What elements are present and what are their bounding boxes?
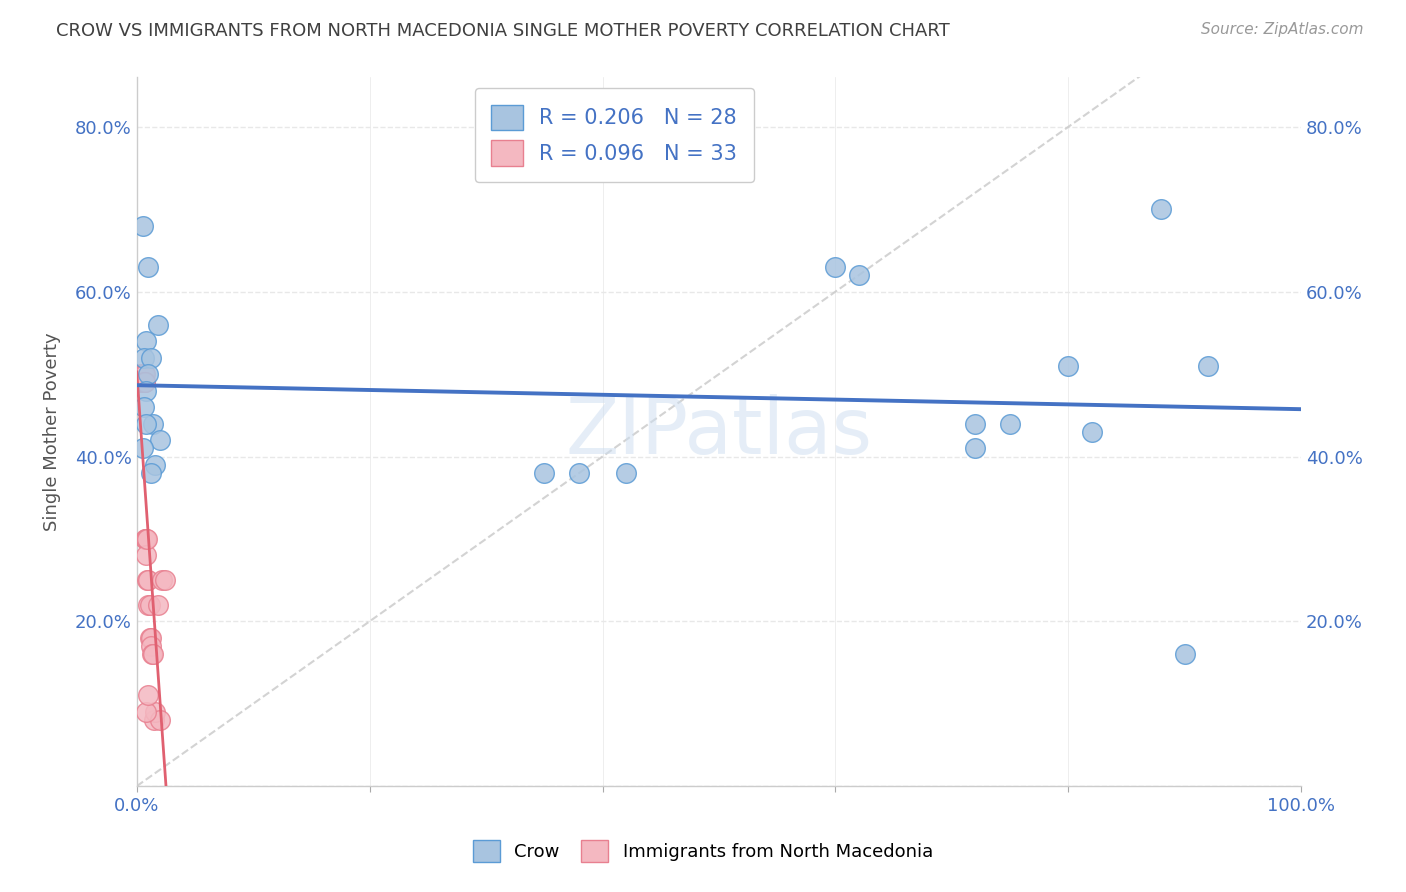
Point	[129, 367, 152, 381]
Point	[131, 376, 153, 390]
Point	[138, 573, 160, 587]
Point	[142, 648, 165, 662]
Point	[134, 376, 156, 390]
Point	[139, 466, 162, 480]
Point	[138, 598, 160, 612]
Point	[136, 532, 159, 546]
Point	[142, 417, 165, 431]
Point	[998, 417, 1021, 431]
Point	[965, 417, 987, 431]
Point	[143, 713, 166, 727]
Point	[135, 549, 157, 563]
Point	[1057, 359, 1080, 373]
Point	[139, 351, 162, 365]
Point	[135, 417, 157, 431]
Point	[134, 376, 156, 390]
Point	[132, 367, 155, 381]
Point	[145, 458, 167, 472]
Point	[131, 219, 153, 233]
Point	[138, 260, 160, 274]
Point	[132, 351, 155, 365]
Point	[1174, 648, 1197, 662]
Point	[141, 648, 163, 662]
Point	[614, 466, 637, 480]
Text: ZIPatlas: ZIPatlas	[565, 393, 873, 470]
Y-axis label: Single Mother Poverty: Single Mother Poverty	[44, 333, 60, 531]
Point	[132, 367, 155, 381]
Point	[138, 689, 160, 703]
Point	[150, 573, 173, 587]
Point	[135, 532, 157, 546]
Point	[131, 367, 153, 381]
Legend: Crow, Immigrants from North Macedonia: Crow, Immigrants from North Macedonia	[465, 833, 941, 870]
Point	[134, 367, 156, 381]
Point	[145, 705, 167, 719]
Point	[139, 639, 162, 653]
Point	[132, 376, 155, 390]
Point	[134, 532, 156, 546]
Point	[131, 367, 153, 381]
Point	[568, 466, 591, 480]
Legend: R = 0.206   N = 28, R = 0.096   N = 33: R = 0.206 N = 28, R = 0.096 N = 33	[475, 87, 754, 183]
Point	[138, 631, 160, 645]
Point	[135, 334, 157, 348]
Point	[149, 433, 172, 447]
Point	[824, 260, 846, 274]
Point	[138, 598, 160, 612]
Point	[135, 705, 157, 719]
Point	[136, 573, 159, 587]
Point	[135, 532, 157, 546]
Text: CROW VS IMMIGRANTS FROM NORTH MACEDONIA SINGLE MOTHER POVERTY CORRELATION CHART: CROW VS IMMIGRANTS FROM NORTH MACEDONIA …	[56, 22, 950, 40]
Point	[965, 442, 987, 456]
Point	[131, 442, 153, 456]
Point	[132, 400, 155, 414]
Point	[146, 598, 169, 612]
Point	[138, 367, 160, 381]
Point	[153, 573, 176, 587]
Text: Source: ZipAtlas.com: Source: ZipAtlas.com	[1201, 22, 1364, 37]
Point	[146, 318, 169, 332]
Point	[131, 376, 153, 390]
Point	[1080, 425, 1102, 439]
Point	[848, 268, 870, 283]
Point	[533, 466, 555, 480]
Point	[1150, 202, 1173, 217]
Point	[135, 384, 157, 398]
Point	[1197, 359, 1219, 373]
Point	[139, 631, 162, 645]
Point	[149, 713, 172, 727]
